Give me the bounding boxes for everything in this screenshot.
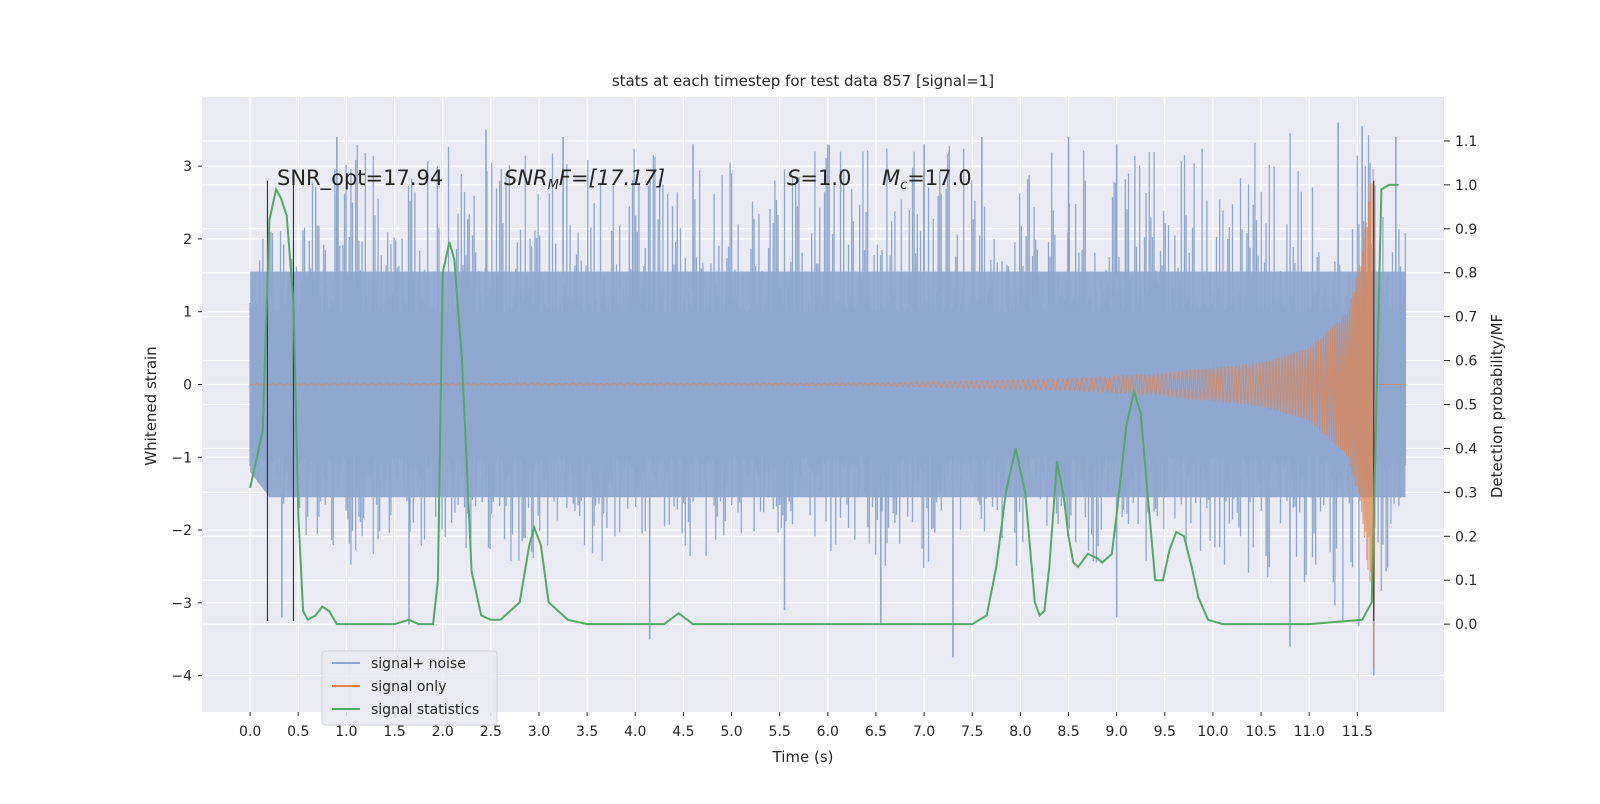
y-tick-label-left-6: −3 [171,596,192,612]
x-tick-label-0: 0.0 [239,724,261,740]
y-tick-label-right-9: 0.2 [1455,529,1477,545]
y-tick-label-right-7: 0.4 [1455,441,1477,457]
annotation-snr-mf: SNRMF=[17.17] [504,166,665,193]
signal-only-line [249,169,1406,669]
x-tick-label-1: 0.5 [287,724,309,740]
annotation-snr-mf-sub: M [548,178,559,193]
x-tick-label-18: 9.0 [1106,724,1128,740]
annotation-s-rest: =1.0 [800,166,851,190]
y-tick-label-left-2: 1 [183,305,192,321]
annotation-snr-opt: SNR_opt=17.94 [277,166,443,191]
y-tick-label-right-2: 0.9 [1455,222,1477,238]
y-tick-label-left-4: −1 [171,450,192,466]
y-tick-label-right-1: 1.0 [1455,178,1477,194]
annotation-s-name: S [787,166,800,190]
x-tick-label-5: 2.5 [480,724,502,740]
legend-box [321,650,498,726]
annotation-mc-name: M [882,166,900,190]
signal-noise-trace [249,133,1406,627]
y-tick-label-right-5: 0.6 [1455,354,1477,370]
y-tick-label-right-3: 0.8 [1455,266,1477,282]
annotation-row: SNR_opt=17.94 SNRMF=[17.17] S=1.0 Mc=17.… [277,166,972,193]
y-tick-label-left-5: −2 [171,523,192,539]
x-tick-label-9: 4.5 [672,724,694,740]
y-tick-label-left-0: 3 [183,159,192,175]
annotation-mc-rest: =17.0 [907,166,971,190]
signal-statistics-line [249,183,1399,626]
annotation-mc: Mc=17.0 [882,166,972,193]
y-tick-label-left-3: 0 [183,377,192,393]
x-tick-label-7: 3.5 [576,724,598,740]
annotation-s: S=1.0 [787,166,851,190]
legend: signal+ noise signal only signal statist… [321,650,498,726]
x-tick-label-4: 2.0 [432,724,454,740]
x-tick-label-19: 9.5 [1154,724,1176,740]
x-tick-label-15: 7.5 [961,724,983,740]
x-tick-label-6: 3.0 [528,724,550,740]
y-tick-label-right-8: 0.3 [1455,485,1477,501]
x-tick-label-2: 1.0 [335,724,357,740]
annotation-snr-mf-name: SNR [504,166,548,190]
y-tick-label-right-6: 0.5 [1455,398,1477,414]
legend-label-2: signal statistics [371,702,479,718]
x-tick-label-16: 8.0 [1009,724,1031,740]
y-tick-label-right-10: 0.1 [1455,573,1477,589]
y-tick-label-right-4: 0.7 [1455,310,1477,326]
x-tick-label-3: 1.5 [383,724,405,740]
legend-label-1: signal only [371,679,446,695]
y-axis-label-right: Detection probability/MF [1488,314,1506,498]
x-tick-label-23: 11.5 [1342,724,1373,740]
annotation-mc-sub: c [900,178,907,193]
x-tick-label-10: 5.0 [720,724,742,740]
x-tick-label-21: 10.5 [1245,724,1276,740]
chart-title: stats at each timestep for test data 857… [612,72,994,90]
y-tick-label-right-0: 1.1 [1455,134,1477,150]
y-tick-label-left-1: 2 [183,232,192,248]
y-tick-label-left-7: −4 [171,669,192,685]
x-tick-label-12: 6.0 [817,724,839,740]
x-tick-label-20: 10.0 [1197,724,1228,740]
y-tick-label-right-11: 0.0 [1455,617,1477,633]
x-axis-label: Time (s) [772,748,834,766]
x-tick-label-13: 6.5 [865,724,887,740]
x-tick-label-11: 5.5 [769,724,791,740]
legend-label-0: signal+ noise [371,656,466,672]
y-axis-label-left: Whitened strain [142,346,160,465]
x-tick-label-22: 11.0 [1294,724,1325,740]
annotation-snr-mf-rest: F=[17.17] [559,166,665,190]
x-tick-label-14: 7.0 [913,724,935,740]
x-tick-label-17: 8.5 [1057,724,1079,740]
x-tick-label-8: 4.0 [624,724,646,740]
